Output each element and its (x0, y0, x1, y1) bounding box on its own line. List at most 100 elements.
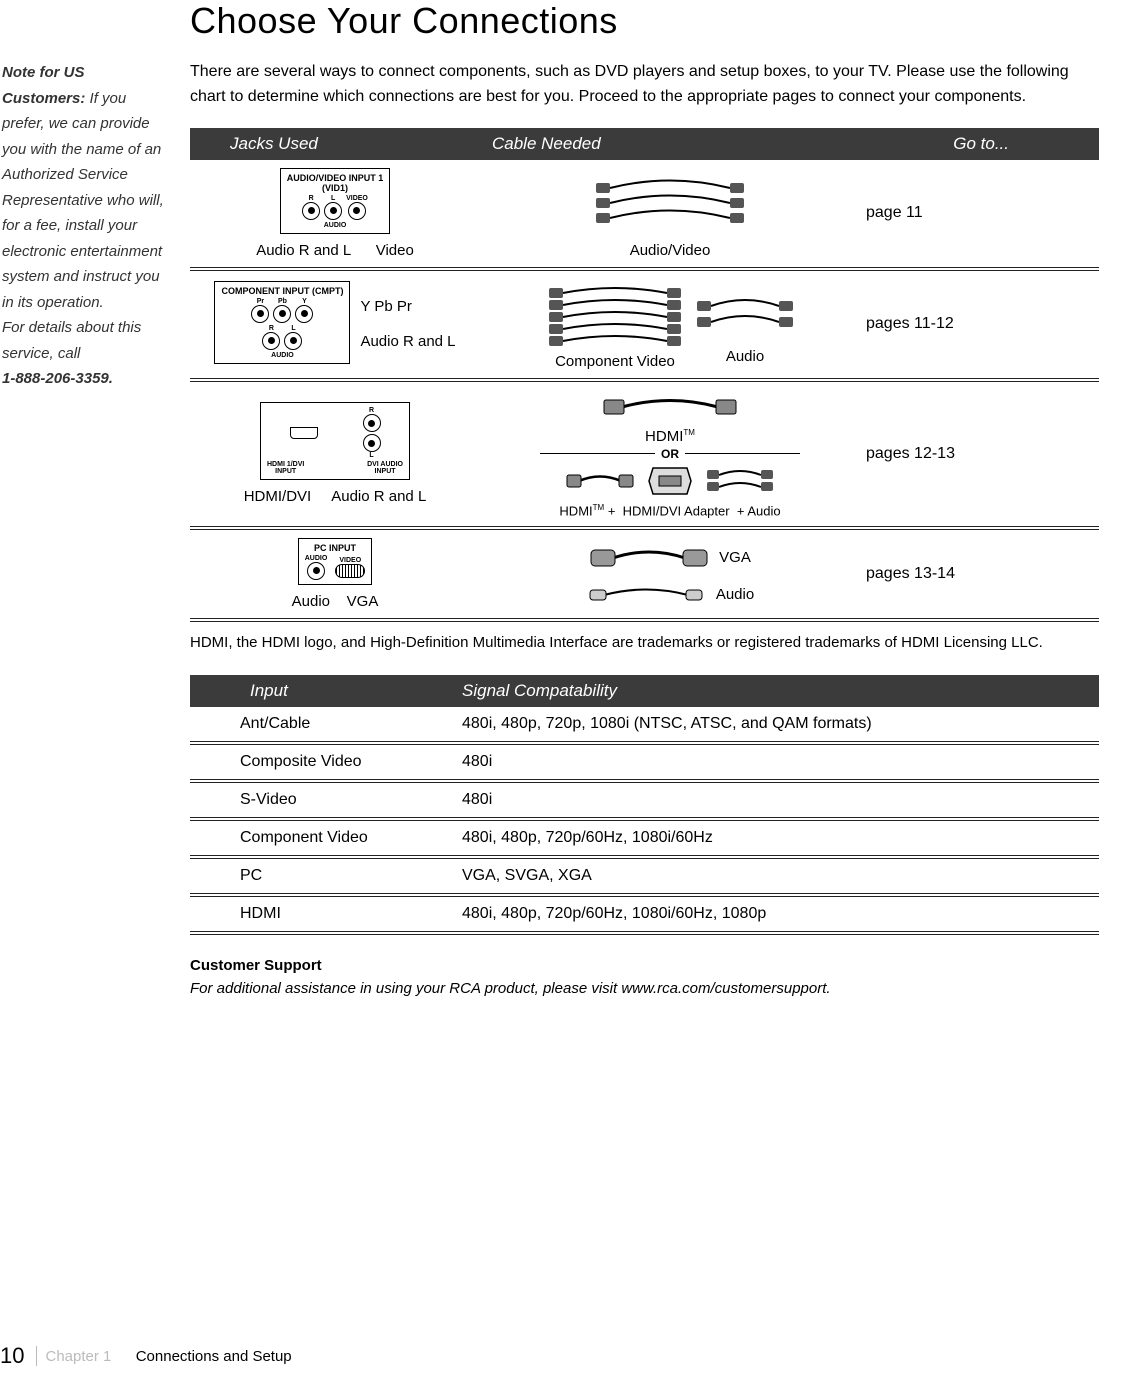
sig-input: Ant/Cable (190, 707, 450, 743)
customer-support-heading: Customer Support (190, 957, 1099, 974)
sig-compat: 480i (450, 781, 1099, 819)
conn-row-pc: PC INPUT AUDIO VIDEO Audio VGA (190, 528, 1099, 620)
sig-compat: 480i, 480p, 720p/60Hz, 1080i/60Hz, 1080p (450, 895, 1099, 933)
av-label-video: Video (376, 242, 414, 259)
sig-compat: VGA, SVGA, XGA (450, 857, 1099, 895)
vga-port-icon (335, 564, 365, 578)
intro-paragraph: There are several ways to connect compon… (190, 60, 1099, 110)
hdmi-cable-top: HDMI (645, 428, 683, 445)
header-goto: Go to... (860, 128, 1099, 160)
sig-header-input: Input (190, 675, 450, 707)
port-label: VIDEO (339, 557, 361, 564)
hdmi-audio-label: Audio R and L (331, 488, 426, 505)
hdmi-cable-icon (600, 390, 740, 424)
ypbpr-label: Y Pb Pr (360, 298, 455, 315)
sidebar-details: For details about this service, call (2, 319, 141, 362)
hdmi-input-panel: R L HDMI 1/DVI INPUT DVI AUDIO INPUT (260, 402, 410, 480)
port-label: AUDIO (305, 555, 328, 562)
component-cable-icon (545, 279, 685, 349)
cable-cell-pc: VGA Audio (480, 528, 860, 620)
rca-port-icon (363, 414, 381, 432)
pc-label-b: VGA (347, 593, 379, 610)
signal-header-row: Input Signal Compatability (190, 675, 1099, 707)
footer-divider-icon (36, 1346, 37, 1366)
jacks-cell-hdmi: R L HDMI 1/DVI INPUT DVI AUDIO INPUT HDM… (190, 380, 480, 528)
av-cable-label: Audio/Video (486, 242, 854, 259)
sig-row: Ant/Cable480i, 480p, 720p, 1080i (NTSC, … (190, 707, 1099, 743)
or-label: OR (661, 447, 679, 461)
plus-b: + (737, 503, 745, 518)
hdmi-bot-b: Audio (747, 503, 780, 518)
footer-chapter: Chapter 1 (45, 1348, 111, 1365)
sig-row: S-Video480i (190, 781, 1099, 819)
rca-port-icon (284, 332, 302, 350)
sig-input: Component Video (190, 819, 450, 857)
rca-port-icon (273, 305, 291, 323)
customer-support-text: For additional assistance in using your … (190, 980, 1099, 997)
tm-mark: TM (593, 503, 605, 512)
conn-row-av: AUDIO/VIDEO INPUT 1 (VID1) R L VIDEO AUD… (190, 160, 1099, 269)
dvi-adapter-icon (645, 464, 695, 498)
tm-mark: TM (683, 428, 695, 437)
av-panel-title: AUDIO/VIDEO INPUT 1 (VID1) (287, 173, 384, 193)
jacks-cell-component: COMPONENT INPUT (CMPT) Pr Pb Y R L AUDIO (190, 269, 480, 380)
goto-av: page 11 (860, 160, 1099, 269)
sig-input: Composite Video (190, 743, 450, 781)
sig-compat: 480i, 480p, 720p/60Hz, 1080i/60Hz (450, 819, 1099, 857)
pc-panel-title: PC INPUT (305, 543, 366, 553)
sidebar-phone: 1-888-206-3359. (2, 370, 113, 387)
page-footer: 10 Chapter 1 Connections and Setup (0, 1343, 292, 1369)
pc-label-a: Audio (292, 593, 330, 610)
goto-pc: pages 13-14 (860, 528, 1099, 620)
component-input-panel: COMPONENT INPUT (CMPT) Pr Pb Y R L AUDIO (214, 281, 350, 364)
port-label: Pb (278, 298, 287, 305)
component-audio-label: Audio R and L (360, 333, 455, 350)
vga-cable-icon (589, 540, 709, 576)
sidebar-body: If you prefer, we can provide you with t… (2, 90, 164, 311)
rca-port-icon (262, 332, 280, 350)
rca-port-icon (363, 434, 381, 452)
pc-input-panel: PC INPUT AUDIO VIDEO (298, 538, 373, 585)
footer-chapter-title: Connections and Setup (136, 1348, 292, 1365)
rca-port-icon (324, 202, 342, 220)
port-label: R (369, 407, 374, 414)
audio-cable-icon (695, 284, 795, 344)
cable-cell-av: Audio/Video (480, 160, 860, 269)
component-panel-title: COMPONENT INPUT (CMPT) (221, 286, 343, 296)
sig-input: PC (190, 857, 450, 895)
av-label-audio: Audio R and L (256, 242, 351, 259)
rca-port-icon (251, 305, 269, 323)
port-sublabel: AUDIO (324, 222, 347, 229)
rca-port-icon (295, 305, 313, 323)
port-label: L (369, 452, 373, 459)
port-label: R (269, 325, 274, 332)
connections-table: Jacks Used Cable Needed Go to... AUDIO/V… (190, 128, 1099, 622)
rca-port-icon (348, 202, 366, 220)
sig-row: PCVGA, SVGA, XGA (190, 857, 1099, 895)
sig-compat: 480i, 480p, 720p, 1080i (NTSC, ATSC, and… (450, 707, 1099, 743)
component-cable-label-b: Audio (695, 348, 795, 365)
main-content: Choose Your Connections There are severa… (190, 0, 1099, 997)
sig-input: S-Video (190, 781, 450, 819)
sig-row: Component Video480i, 480p, 720p/60Hz, 10… (190, 819, 1099, 857)
hdmi-trademark-note: HDMI, the HDMI logo, and High-Definition… (190, 632, 1099, 653)
hdmi-port-icon (290, 427, 318, 439)
port-label: VIDEO (346, 195, 368, 202)
sig-compat: 480i (450, 743, 1099, 781)
conn-row-hdmi: R L HDMI 1/DVI INPUT DVI AUDIO INPUT HDM… (190, 380, 1099, 528)
jacks-cell-pc: PC INPUT AUDIO VIDEO Audio VGA (190, 528, 480, 620)
hdmi-sub-b: DVI AUDIO INPUT (367, 461, 403, 475)
hdmi-bot-a: HDMI (559, 503, 592, 518)
port-label: Pr (257, 298, 264, 305)
goto-component: pages 11-12 (860, 269, 1099, 380)
jacks-cell-av: AUDIO/VIDEO INPUT 1 (VID1) R L VIDEO AUD… (190, 160, 480, 269)
cable-cell-component: Component Video (480, 269, 860, 380)
vga-cable-label: VGA (719, 549, 751, 566)
audio-mini-cable-icon (586, 582, 706, 608)
port-label: L (331, 195, 335, 202)
cable-cell-hdmi: HDMITM OR (480, 380, 860, 528)
header-cable: Cable Needed (480, 128, 860, 160)
header-jacks: Jacks Used (190, 128, 480, 160)
hdmi-sub-a: HDMI 1/DVI INPUT (267, 461, 304, 475)
audio-cable-small-icon (705, 463, 775, 499)
